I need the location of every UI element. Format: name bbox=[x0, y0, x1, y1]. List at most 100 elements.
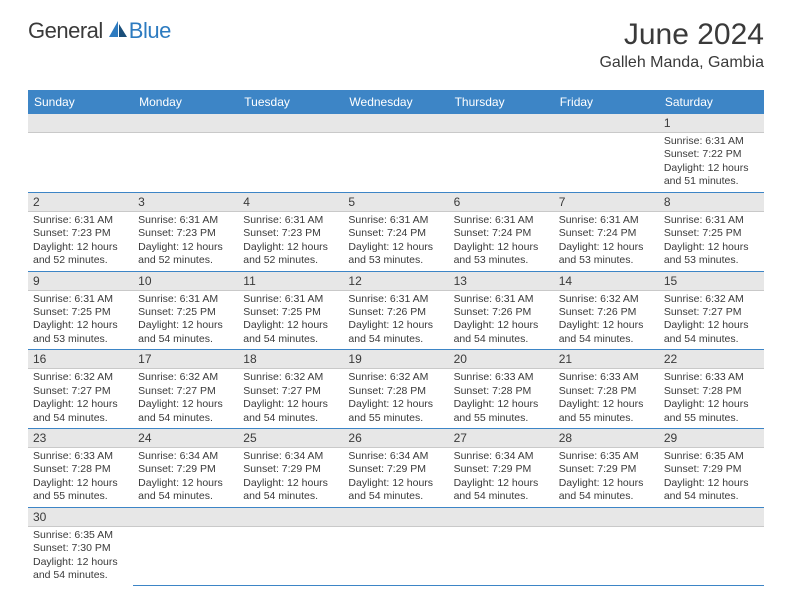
sunrise-text: Sunrise: 6:31 AM bbox=[33, 293, 128, 306]
sunrise-text: Sunrise: 6:32 AM bbox=[138, 371, 233, 384]
day-number: 20 bbox=[449, 350, 554, 369]
sunrise-text: Sunrise: 6:32 AM bbox=[33, 371, 128, 384]
day-number bbox=[449, 114, 554, 133]
sunrise-text: Sunrise: 6:31 AM bbox=[664, 135, 759, 148]
daylight-text: Daylight: 12 hours and 54 minutes. bbox=[454, 319, 549, 346]
daylight-text: Daylight: 12 hours and 54 minutes. bbox=[559, 477, 654, 504]
calendar-cell: Sunrise: 6:31 AMSunset: 7:25 PMDaylight:… bbox=[28, 291, 133, 351]
daylight-text: Daylight: 12 hours and 55 minutes. bbox=[454, 398, 549, 425]
week-body: Sunrise: 6:31 AMSunset: 7:25 PMDaylight:… bbox=[28, 291, 764, 351]
day-number bbox=[554, 508, 659, 527]
sunset-text: Sunset: 7:28 PM bbox=[348, 385, 443, 398]
calendar-cell: Sunrise: 6:32 AMSunset: 7:27 PMDaylight:… bbox=[659, 291, 764, 351]
daynum-row: 16171819202122 bbox=[28, 350, 764, 369]
calendar-cell: Sunrise: 6:31 AMSunset: 7:26 PMDaylight:… bbox=[343, 291, 448, 351]
daynum-row: 23242526272829 bbox=[28, 429, 764, 448]
calendar-cell: Sunrise: 6:34 AMSunset: 7:29 PMDaylight:… bbox=[343, 448, 448, 508]
calendar-cell: Sunrise: 6:32 AMSunset: 7:28 PMDaylight:… bbox=[343, 369, 448, 429]
daylight-text: Daylight: 12 hours and 53 minutes. bbox=[454, 241, 549, 268]
sunrise-text: Sunrise: 6:31 AM bbox=[243, 293, 338, 306]
day-number bbox=[659, 508, 764, 527]
calendar-cell: Sunrise: 6:32 AMSunset: 7:27 PMDaylight:… bbox=[238, 369, 343, 429]
day-header: Thursday bbox=[449, 90, 554, 114]
day-number: 18 bbox=[238, 350, 343, 369]
day-headers-row: SundayMondayTuesdayWednesdayThursdayFrid… bbox=[28, 90, 764, 114]
day-number: 17 bbox=[133, 350, 238, 369]
daynum-row: 9101112131415 bbox=[28, 272, 764, 291]
day-number bbox=[238, 508, 343, 527]
sunset-text: Sunset: 7:25 PM bbox=[243, 306, 338, 319]
calendar-cell: Sunrise: 6:33 AMSunset: 7:28 PMDaylight:… bbox=[449, 369, 554, 429]
sunrise-text: Sunrise: 6:35 AM bbox=[664, 450, 759, 463]
sunset-text: Sunset: 7:25 PM bbox=[138, 306, 233, 319]
sunrise-text: Sunrise: 6:31 AM bbox=[454, 214, 549, 227]
sunrise-text: Sunrise: 6:31 AM bbox=[664, 214, 759, 227]
daylight-text: Daylight: 12 hours and 54 minutes. bbox=[454, 477, 549, 504]
daylight-text: Daylight: 12 hours and 55 minutes. bbox=[559, 398, 654, 425]
sunset-text: Sunset: 7:29 PM bbox=[243, 463, 338, 476]
day-number: 22 bbox=[659, 350, 764, 369]
sunset-text: Sunset: 7:27 PM bbox=[664, 306, 759, 319]
daylight-text: Daylight: 12 hours and 55 minutes. bbox=[664, 398, 759, 425]
logo-sail-icon bbox=[107, 19, 129, 44]
daylight-text: Daylight: 12 hours and 52 minutes. bbox=[33, 241, 128, 268]
sunrise-text: Sunrise: 6:33 AM bbox=[664, 371, 759, 384]
day-number bbox=[343, 508, 448, 527]
calendar-cell: Sunrise: 6:35 AMSunset: 7:30 PMDaylight:… bbox=[28, 527, 133, 586]
calendar-cell bbox=[659, 527, 764, 586]
calendar-cell bbox=[554, 133, 659, 193]
sunrise-text: Sunrise: 6:31 AM bbox=[243, 214, 338, 227]
calendar-cell: Sunrise: 6:32 AMSunset: 7:26 PMDaylight:… bbox=[554, 291, 659, 351]
day-number: 14 bbox=[554, 272, 659, 291]
calendar-cell: Sunrise: 6:31 AMSunset: 7:23 PMDaylight:… bbox=[28, 212, 133, 272]
day-number bbox=[238, 114, 343, 133]
day-number: 26 bbox=[343, 429, 448, 448]
daylight-text: Daylight: 12 hours and 54 minutes. bbox=[664, 477, 759, 504]
daylight-text: Daylight: 12 hours and 54 minutes. bbox=[243, 477, 338, 504]
sunset-text: Sunset: 7:23 PM bbox=[138, 227, 233, 240]
day-number bbox=[449, 508, 554, 527]
calendar-cell: Sunrise: 6:32 AMSunset: 7:27 PMDaylight:… bbox=[28, 369, 133, 429]
day-number: 28 bbox=[554, 429, 659, 448]
sunrise-text: Sunrise: 6:31 AM bbox=[348, 214, 443, 227]
sunrise-text: Sunrise: 6:32 AM bbox=[348, 371, 443, 384]
sunrise-text: Sunrise: 6:33 AM bbox=[559, 371, 654, 384]
logo-text-blue: Blue bbox=[129, 18, 171, 44]
sunrise-text: Sunrise: 6:31 AM bbox=[454, 293, 549, 306]
day-number: 23 bbox=[28, 429, 133, 448]
day-number: 16 bbox=[28, 350, 133, 369]
calendar-cell: Sunrise: 6:33 AMSunset: 7:28 PMDaylight:… bbox=[28, 448, 133, 508]
day-number: 30 bbox=[28, 508, 133, 527]
day-number: 19 bbox=[343, 350, 448, 369]
sunrise-text: Sunrise: 6:32 AM bbox=[559, 293, 654, 306]
daynum-row: 1 bbox=[28, 114, 764, 133]
sunrise-text: Sunrise: 6:34 AM bbox=[138, 450, 233, 463]
sunset-text: Sunset: 7:24 PM bbox=[348, 227, 443, 240]
sunset-text: Sunset: 7:28 PM bbox=[559, 385, 654, 398]
day-number: 2 bbox=[28, 193, 133, 212]
day-number: 4 bbox=[238, 193, 343, 212]
sunset-text: Sunset: 7:27 PM bbox=[138, 385, 233, 398]
day-header: Friday bbox=[554, 90, 659, 114]
calendar-cell: Sunrise: 6:35 AMSunset: 7:29 PMDaylight:… bbox=[659, 448, 764, 508]
daylight-text: Daylight: 12 hours and 54 minutes. bbox=[348, 319, 443, 346]
sunset-text: Sunset: 7:29 PM bbox=[559, 463, 654, 476]
calendar-cell: Sunrise: 6:31 AMSunset: 7:25 PMDaylight:… bbox=[238, 291, 343, 351]
day-header: Saturday bbox=[659, 90, 764, 114]
week-body: Sunrise: 6:31 AMSunset: 7:22 PMDaylight:… bbox=[28, 133, 764, 193]
calendar-cell: Sunrise: 6:33 AMSunset: 7:28 PMDaylight:… bbox=[554, 369, 659, 429]
sunrise-text: Sunrise: 6:34 AM bbox=[454, 450, 549, 463]
calendar-cell bbox=[28, 133, 133, 193]
calendar-cell bbox=[133, 133, 238, 193]
daylight-text: Daylight: 12 hours and 54 minutes. bbox=[243, 319, 338, 346]
day-number: 1 bbox=[659, 114, 764, 133]
day-header: Sunday bbox=[28, 90, 133, 114]
calendar-cell: Sunrise: 6:31 AMSunset: 7:24 PMDaylight:… bbox=[343, 212, 448, 272]
week-body: Sunrise: 6:33 AMSunset: 7:28 PMDaylight:… bbox=[28, 448, 764, 508]
calendar-cell: Sunrise: 6:31 AMSunset: 7:24 PMDaylight:… bbox=[554, 212, 659, 272]
sunset-text: Sunset: 7:29 PM bbox=[454, 463, 549, 476]
page-title: June 2024 bbox=[599, 18, 764, 52]
daylight-text: Daylight: 12 hours and 53 minutes. bbox=[559, 241, 654, 268]
daylight-text: Daylight: 12 hours and 53 minutes. bbox=[348, 241, 443, 268]
daylight-text: Daylight: 12 hours and 53 minutes. bbox=[33, 319, 128, 346]
